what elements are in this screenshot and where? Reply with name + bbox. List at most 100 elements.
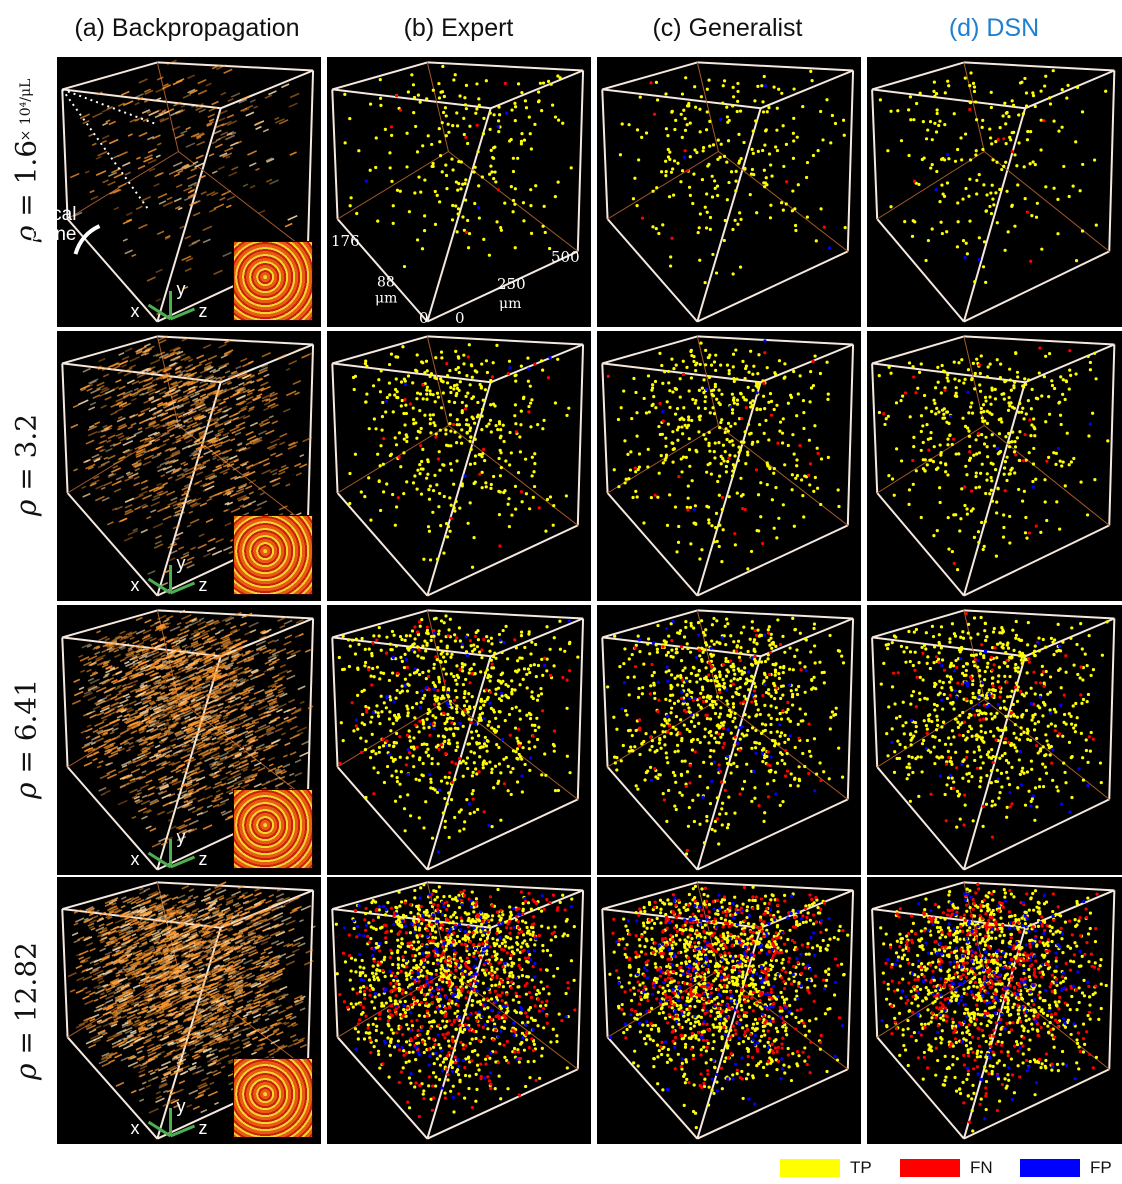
legend-label-fn: FN — [970, 1158, 993, 1177]
particles-fn — [633, 629, 823, 853]
panel-r1-c3 — [597, 57, 861, 327]
volume-cube — [331, 881, 585, 1140]
particles-fp — [608, 893, 844, 1106]
tick-0-b: 0 — [455, 309, 465, 327]
legend-label-tp: TP — [850, 1158, 872, 1177]
particles-fn — [606, 351, 820, 546]
hologram-inset — [233, 241, 313, 321]
hologram-inset — [233, 1058, 313, 1138]
legend-swatch-fn — [900, 1159, 960, 1177]
backprop-streaks — [70, 335, 313, 588]
legend-swatch-fp — [1020, 1159, 1080, 1177]
particles-fn — [882, 346, 1072, 566]
volume-cube — [61, 881, 315, 1140]
particles-fn — [382, 355, 551, 548]
particles-fp — [661, 339, 767, 512]
particles-tp — [877, 351, 1110, 572]
volume-cube — [601, 609, 855, 871]
particles-tp — [334, 883, 576, 1114]
row-label-2: ρ = 3.2 — [9, 413, 43, 517]
tick-250: 250 — [497, 275, 526, 293]
axis-label-z: z — [199, 301, 208, 321]
volume-cube — [871, 335, 1116, 597]
axis-label-x: x — [131, 1118, 140, 1138]
legend-swatch-tp — [780, 1159, 840, 1177]
particles-tp — [343, 64, 573, 269]
particles-fn — [640, 81, 826, 240]
axis-triad — [147, 839, 196, 869]
unit-label: × 10⁴/μL — [18, 78, 34, 142]
particles-tp — [879, 615, 1109, 829]
focal-arrow-icon — [73, 224, 101, 255]
panel-r4-c3 — [597, 877, 861, 1144]
particles-fn — [338, 888, 577, 1119]
axis-label-z: z — [199, 849, 208, 869]
particles-fp — [682, 84, 832, 250]
axis-label-y: y — [177, 279, 186, 299]
hologram-inset — [233, 515, 313, 595]
panel-r2-c3 — [597, 331, 861, 601]
axis-triad — [147, 1108, 196, 1138]
axis-label-x: x — [131, 301, 140, 321]
particles-fn — [912, 107, 1046, 263]
legend-tp: TP — [780, 1157, 872, 1179]
legend-fp: FP — [1020, 1157, 1112, 1179]
tick-88: 88 — [377, 275, 395, 291]
particles-fp — [880, 892, 1090, 1121]
axis-label-y: y — [177, 553, 186, 573]
legend-fn: FN — [900, 1157, 993, 1179]
particles-fp — [620, 619, 817, 799]
axis-label-z: z — [199, 1118, 208, 1138]
row-label-4: ρ = 12.82 — [9, 942, 43, 1080]
particles-fp — [384, 355, 552, 478]
volume-cube — [331, 609, 585, 871]
particles-fn — [882, 882, 1101, 1124]
backprop-streaks — [70, 59, 300, 316]
axis-triad — [147, 565, 196, 595]
particles-fp — [890, 641, 1090, 814]
volume-cube — [331, 335, 585, 597]
axis-label-x: x — [131, 575, 140, 595]
particles-tp — [618, 69, 847, 285]
particles-tp — [878, 69, 1108, 284]
particles-fp — [934, 152, 982, 262]
column-header-dsn: (d) DSN — [948, 14, 1040, 42]
axis-label-y: y — [177, 1096, 186, 1116]
axis-triad — [147, 291, 196, 321]
panel-r2-c4 — [867, 331, 1122, 601]
axis-label-x: x — [131, 849, 140, 869]
panel-r1-c2: 176 88 μm 0 0 250 μm 500 — [327, 57, 591, 327]
focal-plane-label: Focal plane — [30, 204, 77, 245]
tick-500: 500 — [551, 248, 580, 266]
tick-0-a: 0 — [419, 309, 429, 327]
panel-r4-c2 — [327, 877, 591, 1144]
volume-cube — [871, 609, 1116, 871]
particles-fp — [342, 892, 573, 1100]
tick-250-unit: μm — [499, 296, 521, 312]
panel-r3-c2 — [327, 605, 591, 875]
panel-r3-c4 — [867, 605, 1122, 875]
row-label-3: ρ = 6.41 — [9, 678, 43, 800]
volume-cube — [601, 61, 855, 323]
particles-fn — [611, 885, 845, 1090]
panel-r4-c4 — [867, 877, 1122, 1144]
column-header-generalist: (c) Generalist — [652, 14, 803, 42]
volume-cube — [61, 61, 315, 323]
particles-tp — [612, 341, 841, 571]
legend-label-fp: FP — [1090, 1158, 1112, 1177]
column-header-expert: (b) Expert — [403, 14, 514, 42]
tick-88-unit: μm — [375, 291, 397, 307]
particles-tp — [337, 614, 580, 840]
panel-r3-c3 — [597, 605, 861, 875]
column-header-backpropagation: (a) Backpropagation — [74, 14, 300, 42]
particles-fn — [389, 81, 507, 234]
axis-label-y: y — [177, 827, 186, 847]
panel-r1-c4 — [867, 57, 1122, 327]
particles-fp — [354, 619, 571, 854]
volume-cube — [871, 61, 1116, 323]
particles-fp — [949, 390, 1092, 489]
